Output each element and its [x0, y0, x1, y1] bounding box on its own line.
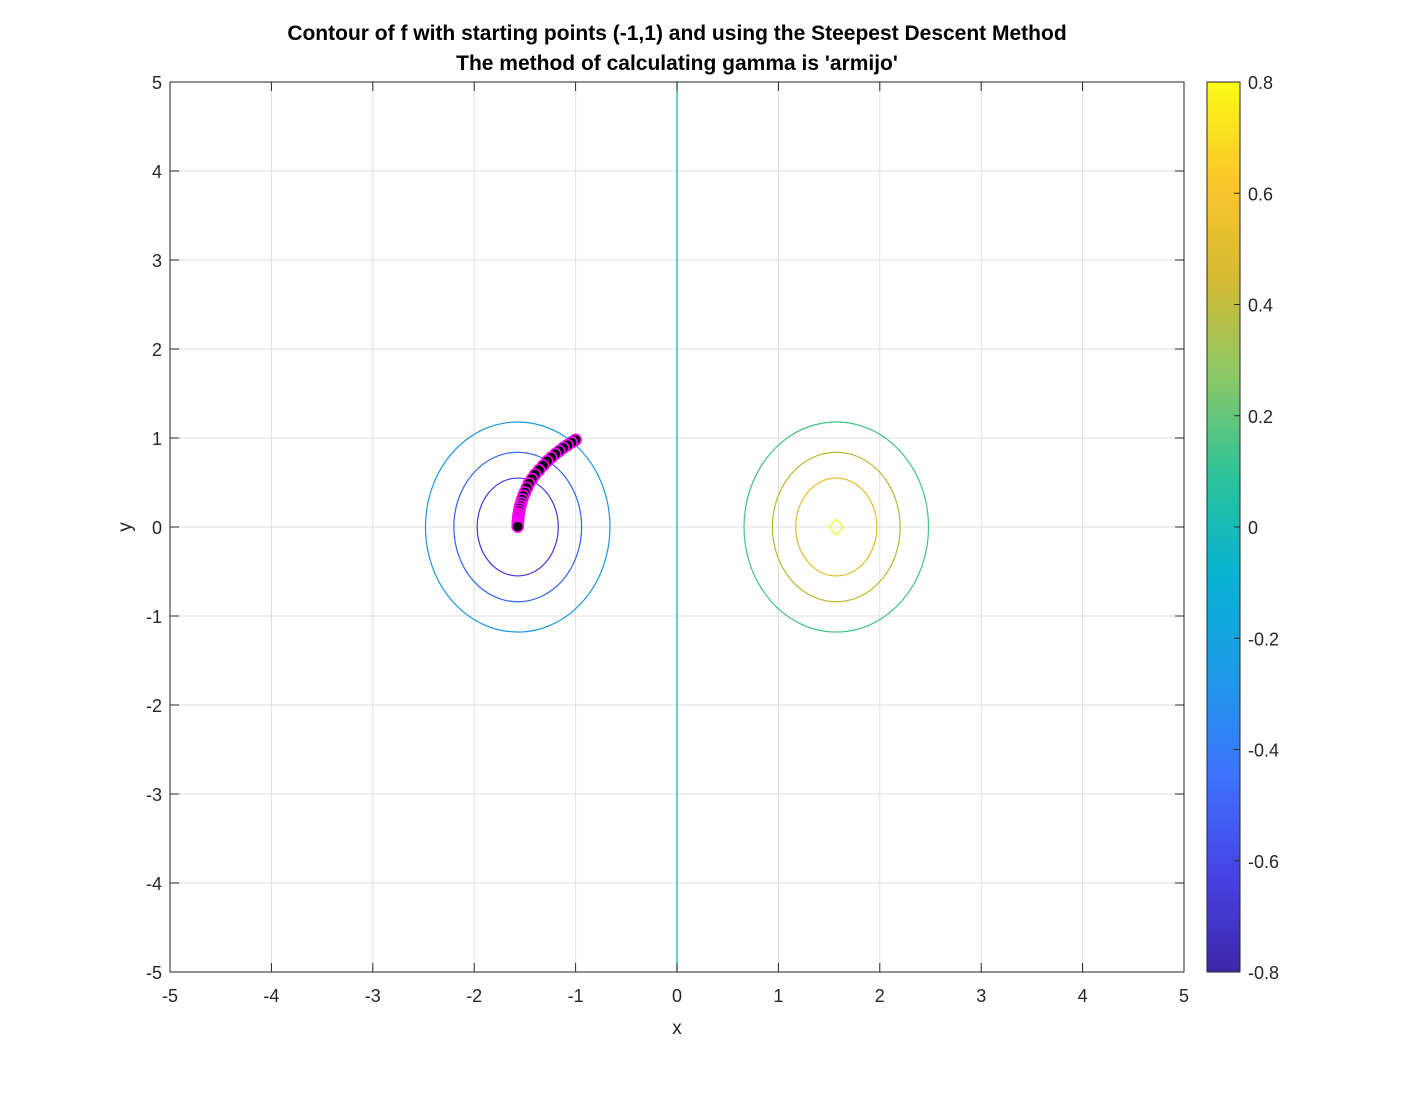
- y-tick-label: 2: [152, 340, 162, 360]
- y-tick-label: 5: [152, 73, 162, 93]
- colorbar-tick-label: -0.2: [1248, 629, 1279, 649]
- x-tick-label: -4: [263, 986, 279, 1006]
- chart-subtitle: The method of calculating gamma is 'armi…: [456, 52, 898, 75]
- contour-line: [453, 451, 583, 603]
- x-tick-label: -1: [568, 986, 584, 1006]
- y-tick-label: -1: [146, 607, 162, 627]
- y-tick-label: 0: [152, 518, 162, 538]
- colorbar-tick-label: 0.6: [1248, 184, 1273, 204]
- y-tick-label: -3: [146, 785, 162, 805]
- colorbar-tick-label: -0.6: [1248, 852, 1279, 872]
- x-tick-label: 1: [773, 986, 783, 1006]
- contour-line: [795, 477, 878, 577]
- contour-line: [424, 421, 611, 633]
- descent-path: [511, 433, 582, 533]
- chart-title: Contour of f with starting points (-1,1)…: [287, 22, 1067, 45]
- y-tick-label: -2: [146, 696, 162, 716]
- y-tick-label: -5: [146, 963, 162, 983]
- path-point: [511, 520, 525, 533]
- x-tick-label: 0: [672, 986, 682, 1006]
- x-axis-label: x: [672, 1018, 682, 1039]
- x-tick-label: -5: [162, 986, 178, 1006]
- colorbar-tick-label: 0.2: [1248, 407, 1273, 427]
- colorbar-tick-label: 0.8: [1248, 73, 1273, 93]
- colorbar-tick-label: 0: [1248, 518, 1258, 538]
- y-tick-label: 1: [152, 429, 162, 449]
- colorbar: -0.8 -0.6 -0.4 -0.2 0 0.2 0.4 0.6 0.8: [1206, 73, 1279, 983]
- x-tick-label: -2: [466, 986, 482, 1006]
- x-tick-label: -3: [365, 986, 381, 1006]
- y-tick-label: -4: [146, 874, 162, 894]
- y-axis-label: y: [115, 522, 136, 532]
- contour-line: [743, 421, 930, 633]
- x-tick-label: 2: [875, 986, 885, 1006]
- contour-line: [828, 518, 845, 536]
- y-tick-label: 4: [152, 162, 162, 182]
- axes: -5 -4 -3 -2 -1 0 1 2 3 4 5 -5 -4 -3 -2 -1 0 1 2 3 4 5: [146, 73, 1189, 1006]
- contour-lines: [424, 82, 930, 972]
- x-tick-label: 5: [1179, 986, 1189, 1006]
- x-tick-label: 3: [976, 986, 986, 1006]
- x-tick-label: 4: [1078, 986, 1088, 1006]
- contour-line: [771, 451, 901, 603]
- contour-line: [476, 477, 559, 577]
- colorbar-tick-label: 0.4: [1248, 296, 1273, 316]
- colorbar-tick-label: -0.4: [1248, 741, 1279, 761]
- colorbar-tick-label: -0.8: [1248, 963, 1279, 983]
- y-tick-label: 3: [152, 251, 162, 271]
